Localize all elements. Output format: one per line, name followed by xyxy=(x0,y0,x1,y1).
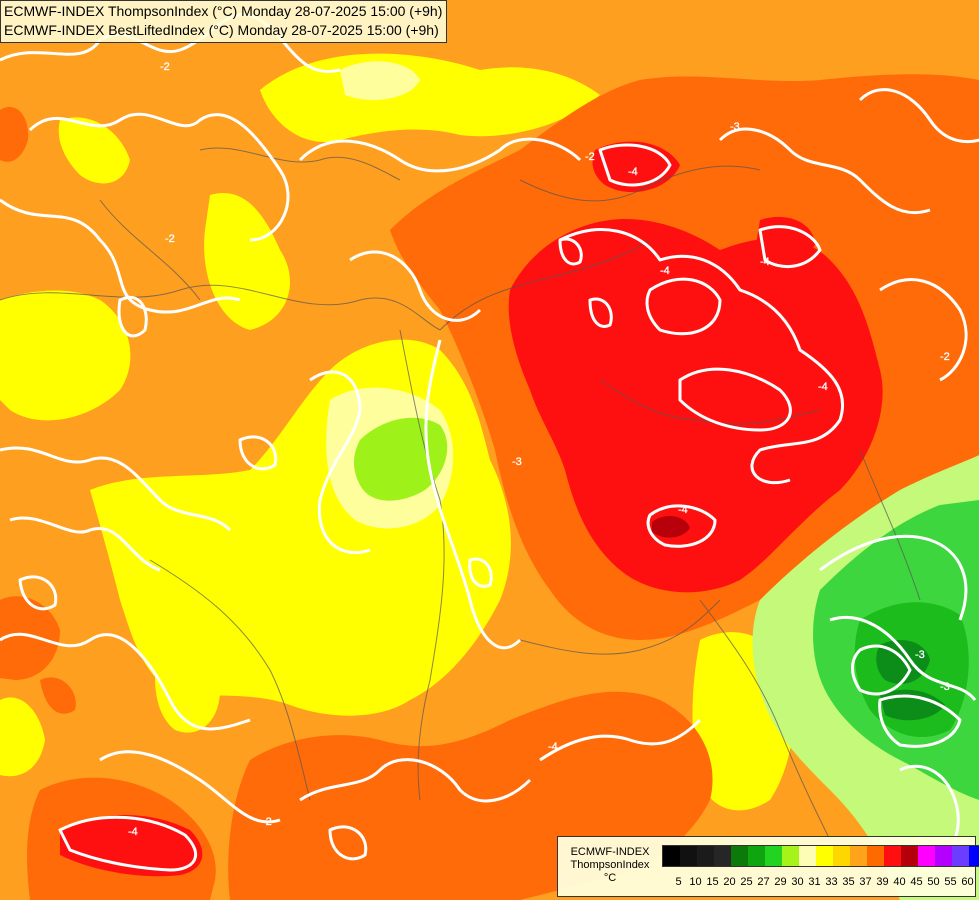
legend-swatch xyxy=(816,846,833,866)
legend-tick: 55 xyxy=(944,876,957,888)
contour-label: -3 xyxy=(915,649,925,661)
contour-label: -4 xyxy=(678,504,688,516)
legend-tick: 20 xyxy=(723,876,736,888)
field-lime xyxy=(354,417,448,501)
legend-tick: 50 xyxy=(927,876,940,888)
contour-label: -2 xyxy=(262,816,272,828)
field-red xyxy=(508,219,883,593)
contour-label: -3 xyxy=(512,456,522,468)
legend-title: ECMWF-INDEX xyxy=(570,846,650,858)
legend-swatch xyxy=(833,846,850,866)
legend-swatch xyxy=(731,846,748,866)
legend-tick: 35 xyxy=(842,876,855,888)
title-line-bestlifted: ECMWF-INDEX BestLiftedIndex (°C) Monday … xyxy=(4,22,439,38)
contour-label: -4 xyxy=(548,741,558,753)
legend-swatch xyxy=(952,846,969,866)
legend-tick: 40 xyxy=(893,876,906,888)
legend-unit: °C xyxy=(603,872,617,884)
contour-label: -2 xyxy=(940,351,950,363)
legend-swatch xyxy=(782,846,799,866)
legend-swatch xyxy=(765,846,782,866)
legend-color-scale xyxy=(662,845,979,867)
legend-swatch xyxy=(867,846,884,866)
contour-label: -2 xyxy=(160,61,170,73)
legend-tick: 10 xyxy=(689,876,702,888)
field-light-yellow-west xyxy=(340,61,420,100)
legend-swatch xyxy=(714,846,731,866)
legend-swatch xyxy=(680,846,697,866)
contour-label: -2 xyxy=(165,233,175,245)
contour-label: -2 xyxy=(585,151,595,163)
field-green xyxy=(752,455,979,900)
legend-swatch xyxy=(901,846,918,866)
map-title-box: ECMWF-INDEX ThompsonIndex (°C) Monday 28… xyxy=(0,0,448,43)
legend-tick-labels: 5 10 15 20 25 27 29 30 31 33 35 37 39 40 45 50 55 60 xyxy=(662,876,976,888)
legend-tick: 45 xyxy=(910,876,923,888)
legend-tick-spacer xyxy=(662,876,670,888)
legend-tick: 27 xyxy=(757,876,770,888)
legend-swatch xyxy=(663,846,680,866)
contour-label: -4 xyxy=(818,381,828,393)
contour-label: -3 xyxy=(940,681,950,693)
legend-swatch xyxy=(799,846,816,866)
legend-swatch xyxy=(748,846,765,866)
country-borders xyxy=(0,147,921,861)
contour-label: -4 xyxy=(128,826,138,838)
legend-tick: 31 xyxy=(808,876,821,888)
contour-label: -3 xyxy=(730,121,740,133)
contour-label: -4 xyxy=(760,256,770,268)
color-legend: ECMWF-INDEX ThompsonIndex °C 5 10 15 20 25 27… xyxy=(557,836,979,897)
legend-tick: 37 xyxy=(859,876,872,888)
legend-swatch xyxy=(918,846,935,866)
legend-labels: ECMWF-INDEX ThompsonIndex °C xyxy=(562,846,658,885)
title-line-thompson: ECMWF-INDEX ThompsonIndex (°C) Monday 28… xyxy=(4,3,443,19)
contour-lines xyxy=(0,13,979,872)
legend-tick: 33 xyxy=(825,876,838,888)
legend-tick: 25 xyxy=(740,876,753,888)
legend-tick: 60 xyxy=(961,876,974,888)
legend-tick: 30 xyxy=(791,876,804,888)
legend-tick: 5 xyxy=(675,876,682,888)
field-red-southwest xyxy=(60,815,203,877)
legend-swatch xyxy=(850,846,867,866)
legend-swatch xyxy=(884,846,901,866)
legend-tick: 39 xyxy=(876,876,889,888)
legend-swatch xyxy=(697,846,714,866)
field-dark-red xyxy=(652,516,690,538)
legend-swatch xyxy=(935,846,952,866)
legend-tick: 15 xyxy=(706,876,719,888)
legend-subtitle: ThompsonIndex xyxy=(570,859,650,871)
contour-labels: -2 -2 -2 -2 -2 -3 -3 -3 -4 -4 -4 -4 -4 -… xyxy=(128,61,950,838)
contour-label: -4 xyxy=(628,166,638,178)
contour-label: -4 xyxy=(660,265,670,277)
legend-swatch xyxy=(969,846,979,866)
legend-tick: 29 xyxy=(774,876,787,888)
